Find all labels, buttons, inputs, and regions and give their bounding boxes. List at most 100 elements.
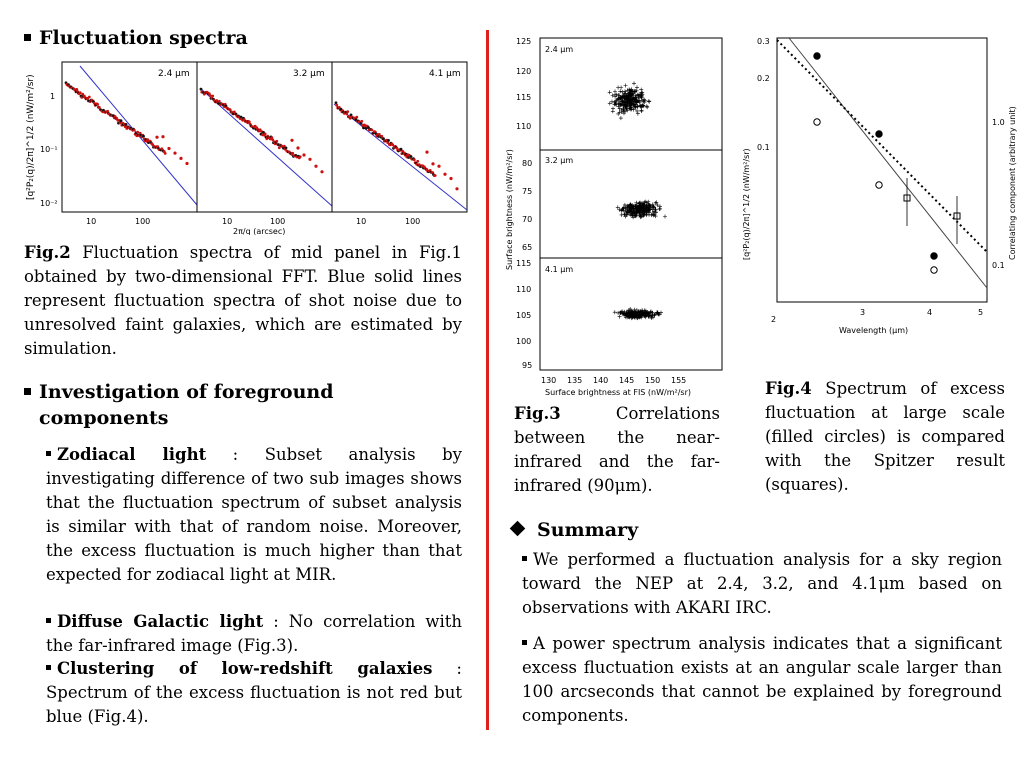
fig3-point xyxy=(629,105,633,110)
fig3-point xyxy=(636,98,641,103)
fig3-point xyxy=(642,202,647,207)
fig2-point xyxy=(271,138,275,142)
fig3-point xyxy=(616,85,621,90)
fig3-point xyxy=(628,313,633,318)
fig3-point xyxy=(646,314,651,319)
fig3-point xyxy=(610,93,615,98)
fig3-point xyxy=(635,111,640,116)
summary-item-text: A power spectrum analysis indicates that… xyxy=(522,634,1002,725)
fig3-point xyxy=(623,214,628,219)
square-bullet-icon xyxy=(24,387,31,395)
summary-item-1: We performed a fluctuation analysis for … xyxy=(522,548,1002,620)
diffuse-galactic-light-item: Diffuse Galactic light : No correlation … xyxy=(46,610,462,658)
fig2-point xyxy=(431,162,435,166)
fig3-point xyxy=(633,89,638,94)
fig3-xtick: 140 xyxy=(593,376,608,385)
fig3-point xyxy=(633,98,638,103)
fig2-point xyxy=(386,141,390,144)
fig3-xlabel: Surface brightness at FIS (nW/m²/sr) xyxy=(545,388,691,397)
fig3-point xyxy=(622,212,627,216)
fig3-point xyxy=(625,95,629,100)
fig3-point xyxy=(618,89,623,94)
fig3-point xyxy=(651,211,655,215)
fig3-point xyxy=(646,99,651,104)
fig3-point xyxy=(623,89,627,94)
fig2-point xyxy=(425,150,429,154)
fig3-xtick: 155 xyxy=(671,376,686,385)
fig3-point xyxy=(637,312,642,317)
fig3-point xyxy=(637,207,642,212)
fig3-point xyxy=(629,309,634,314)
fig3-panel-label: 3.2 μm xyxy=(545,156,573,165)
diamond-bullet-icon xyxy=(509,520,526,537)
fig3-point xyxy=(622,202,627,207)
fig4-plot-frame xyxy=(776,37,988,303)
fig2-point xyxy=(132,128,136,132)
fig3-point xyxy=(647,205,652,210)
fig3-point xyxy=(640,208,645,213)
fig2-point xyxy=(314,164,318,168)
fig4-caption-label: Fig.4 xyxy=(765,379,812,398)
fig2-point xyxy=(81,92,85,96)
fig3-point xyxy=(628,202,633,207)
fig3-point xyxy=(610,109,615,114)
fig2-point xyxy=(106,109,110,113)
fig3-ytick: 65 xyxy=(522,243,532,252)
fig2-point xyxy=(155,135,159,139)
fig3-ytick: 115 xyxy=(516,93,531,102)
fig3-point xyxy=(634,205,639,210)
fig3-point xyxy=(618,116,623,121)
fig3-point xyxy=(635,85,639,90)
fig3-point xyxy=(647,99,652,104)
fig3-point xyxy=(638,104,643,109)
fig3-ytick: 105 xyxy=(516,311,531,320)
fig3-ytick: 125 xyxy=(516,37,531,46)
fig3-point xyxy=(645,105,650,110)
fig2-point xyxy=(355,115,359,119)
fig2-point xyxy=(360,119,364,123)
fig2-point xyxy=(302,153,306,157)
fig2-caption-text: Fluctuation spectra of mid panel in Fig.… xyxy=(24,243,462,358)
summary-item-text: We performed a fluctuation analysis for … xyxy=(522,550,1002,617)
fig2-point xyxy=(123,125,127,129)
fig2-point xyxy=(151,143,155,146)
fig3-point xyxy=(616,101,621,105)
fig2-point xyxy=(247,120,251,124)
fig3-point xyxy=(652,313,657,318)
fig3-point xyxy=(640,103,645,108)
fig3-point xyxy=(653,201,658,205)
fig3-point xyxy=(637,203,642,208)
fig3-point xyxy=(621,311,626,316)
fig4-solid-line xyxy=(788,37,988,289)
fig2-point xyxy=(97,105,101,109)
fig2-point xyxy=(92,101,96,105)
fig3-ytick: 120 xyxy=(516,67,531,76)
fig3-point xyxy=(653,207,658,212)
fig4-xlabel: Wavelength (μm) xyxy=(839,326,908,335)
fig3-point xyxy=(619,108,624,112)
fig3-point xyxy=(624,209,629,213)
fig3-point xyxy=(655,203,660,208)
fig2-point xyxy=(211,94,215,98)
fig3-point xyxy=(657,207,662,212)
fig2-ytick: 10⁻¹ xyxy=(40,145,58,154)
fig2-point xyxy=(258,128,262,132)
fig3-point xyxy=(632,81,636,86)
fig3-point xyxy=(619,99,624,104)
fig2-point xyxy=(136,130,140,134)
fig3-caption-text: Correlations between the near-infrared a… xyxy=(514,404,720,495)
fig2-point xyxy=(362,126,365,130)
fig2-xtick: 100 xyxy=(135,217,150,226)
fig4-y2tick: 1.0 xyxy=(992,118,1005,127)
fig2-point xyxy=(208,94,212,97)
fig3-ytick: 75 xyxy=(522,187,532,196)
fig3-point xyxy=(635,108,639,113)
fig2-point xyxy=(335,103,339,107)
fig3-point xyxy=(648,203,653,208)
fig3-point xyxy=(633,214,638,219)
fig4-filled-circle xyxy=(875,130,883,138)
fig2-xtick: 10 xyxy=(86,217,96,226)
fig2-point xyxy=(270,136,274,140)
fig2-point xyxy=(290,138,294,142)
fig3-point xyxy=(654,200,659,205)
